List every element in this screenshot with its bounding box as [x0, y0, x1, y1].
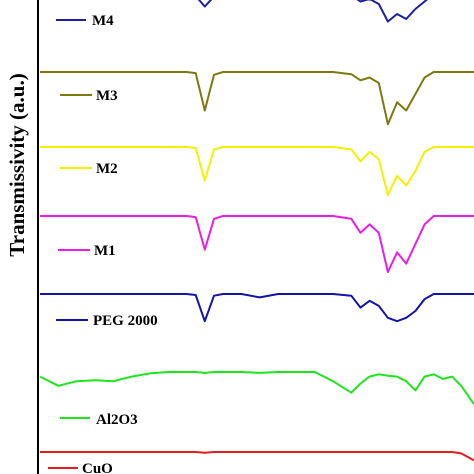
- legend-text-m1: M1: [94, 243, 116, 259]
- label-m1: M1: [58, 243, 116, 259]
- label-m3: M3: [60, 88, 118, 104]
- legend-text-m4: M4: [92, 13, 114, 29]
- label-peg2000: PEG 2000: [56, 313, 158, 329]
- series-group: [40, 0, 474, 460]
- legend-text-peg2000: PEG 2000: [93, 313, 158, 329]
- legend-text-m3: M3: [96, 88, 118, 104]
- legend-text-m2: M2: [96, 161, 118, 177]
- legend-text-cuo: CuO: [82, 461, 113, 474]
- label-m4: M4: [56, 13, 114, 29]
- label-m2: M2: [60, 161, 118, 177]
- series-labels: M4 M3 M2 M1 PEG 2000 Al2O3 CuO: [48, 13, 158, 474]
- label-cuo: CuO: [48, 461, 113, 474]
- legend-text-al2o3: Al2O3: [96, 412, 138, 428]
- series-line-m4: [196, 0, 474, 22]
- label-al2o3: Al2O3: [60, 412, 138, 428]
- series-line-al2o3: [40, 372, 474, 404]
- series-line-cuo: [40, 452, 474, 460]
- y-axis-label: Transmissivity (a.u.): [5, 45, 31, 285]
